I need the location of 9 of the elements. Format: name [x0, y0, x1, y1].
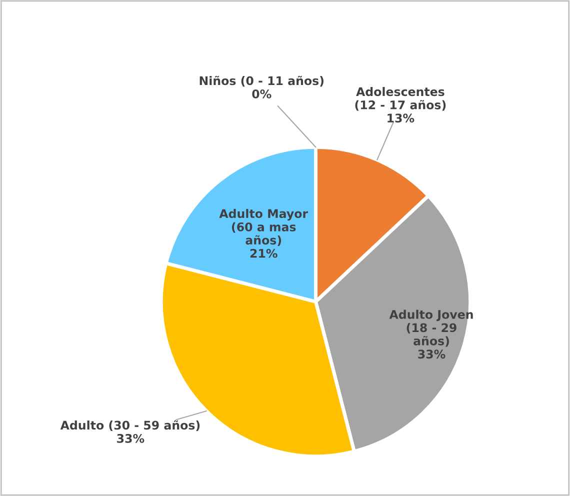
data-label: 33% — [418, 350, 446, 359]
slice-label: Adolescentes (12 - 17 años) — [355, 86, 446, 111]
text: 0% — [252, 89, 272, 98]
data-label: 21% — [250, 248, 278, 258]
category-label: Niños (0 - 11 años) — [200, 76, 324, 87]
data-label: 33% — [117, 434, 144, 443]
slice-label: Adulto (30 - 59 años) — [60, 420, 200, 432]
slice-label: Adulto Mayor (60 a mas años) — [219, 208, 308, 246]
data-label: 13% — [388, 114, 414, 123]
